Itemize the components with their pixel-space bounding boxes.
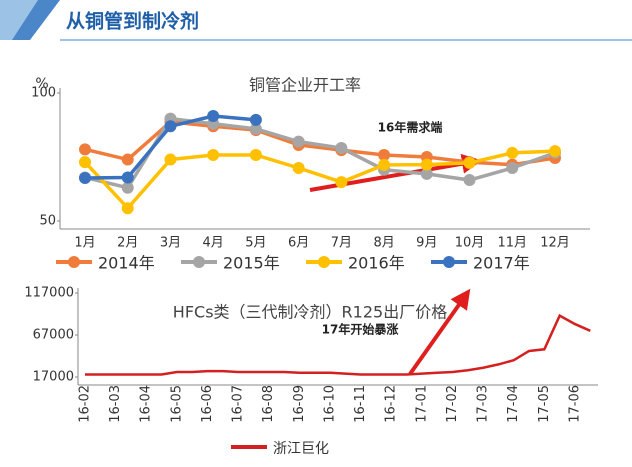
legend-label: 2015年 [223, 254, 280, 273]
y-tick-label: 67000 [33, 328, 74, 343]
series-line [84, 116, 556, 190]
x-tick-label: 4月 [203, 236, 224, 251]
x-tick-label: 5月 [245, 236, 266, 251]
series-marker [79, 143, 91, 156]
annotation-arrow [408, 288, 471, 376]
legend-label: 2016年 [348, 254, 405, 273]
x-tick-label: 17-04 [506, 385, 521, 423]
legend-marker [443, 256, 455, 268]
x-tick-label: 16-06 [200, 385, 215, 423]
x-tick-label: 16-10 [322, 385, 337, 423]
series-marker [378, 148, 391, 161]
x-tick-label: 3月 [160, 236, 181, 251]
series-marker [335, 176, 348, 189]
series-marker [335, 142, 348, 155]
y-tick-label: 17000 [33, 370, 74, 385]
x-tick-label: 2月 [117, 236, 138, 251]
series-marker [164, 153, 177, 166]
series-marker [207, 110, 220, 123]
y-tick-label: 50 [39, 214, 56, 229]
series-marker [249, 122, 262, 135]
legend-marker [318, 256, 330, 268]
x-tick-label: 17-01 [414, 385, 429, 423]
annotation: 17年开始暴涨 [322, 322, 399, 337]
x-tick-label: 16-08 [261, 385, 276, 423]
x-tick-label: 7月 [331, 236, 352, 251]
x-tick-label: 16-11 [353, 385, 368, 423]
series-marker [378, 158, 391, 171]
x-tick-label: 11月 [497, 236, 527, 251]
chart-title: 铜管企业开工率 [249, 76, 361, 95]
legend-marker [193, 256, 205, 268]
annotation: 16年需求端 [378, 120, 443, 135]
series-marker [249, 148, 262, 161]
legend-marker [68, 256, 80, 268]
header-title: 从铜管到制冷剂 [66, 10, 199, 33]
chart-title: HFCs类（三代制冷剂）R125出厂价格 [173, 303, 447, 322]
series-line [83, 149, 556, 211]
header-decoration [0, 0, 38, 40]
series-marker [506, 146, 519, 159]
legend-label: 浙江巨化 [273, 441, 329, 457]
y-tick-label: 100 [31, 86, 56, 101]
series-marker [79, 171, 91, 184]
series-marker [79, 156, 91, 169]
series-marker [292, 162, 305, 175]
series-marker [121, 153, 134, 166]
series-marker [207, 148, 220, 161]
x-tick-label: 9月 [416, 236, 437, 251]
series-marker [463, 156, 476, 169]
x-tick-label: 17-06 [567, 385, 582, 423]
series-marker [164, 120, 177, 133]
x-tick-label: 16-03 [108, 385, 123, 423]
legend-label: 2017年 [473, 254, 530, 273]
legend-label: 2014年 [98, 254, 155, 273]
x-tick-label: 16-12 [384, 385, 399, 423]
series-marker [121, 202, 134, 215]
series-marker [249, 113, 262, 126]
y-tick-label: 117000 [24, 286, 74, 301]
x-tick-label: 8月 [373, 236, 394, 251]
series-line [85, 313, 591, 376]
series-marker [420, 167, 433, 180]
x-tick-label: 12月 [540, 236, 570, 251]
y-axis-label: % [35, 76, 48, 92]
series-marker [121, 171, 134, 184]
x-tick-label: 10月 [455, 236, 485, 251]
series-marker [506, 162, 519, 175]
series-marker [463, 174, 476, 187]
x-tick-label: 16-05 [169, 385, 184, 423]
x-tick-label: 16-02 [78, 385, 93, 423]
x-tick-label: 1月 [74, 236, 95, 251]
x-tick-label: 16-09 [292, 385, 307, 423]
series-marker [121, 181, 134, 194]
x-tick-label: 16-04 [139, 385, 154, 423]
series-marker [292, 135, 305, 148]
series-marker [549, 145, 561, 158]
x-tick-label: 6月 [288, 236, 309, 251]
x-tick-label: 17-03 [476, 385, 491, 423]
x-tick-label: 16-07 [231, 385, 246, 423]
x-tick-label: 17-02 [445, 385, 460, 423]
series-marker [420, 158, 433, 171]
x-tick-label: 17-05 [537, 385, 552, 423]
